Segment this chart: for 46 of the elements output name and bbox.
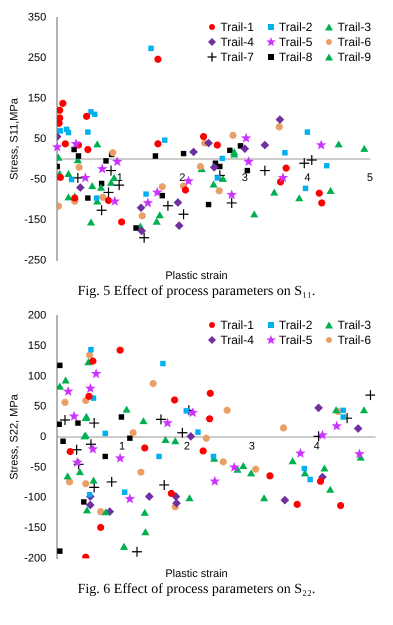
y-tick-label: -150 [24,214,46,226]
legend-label: Trail-5 [278,333,312,347]
legend-label: Trail-4 [220,333,254,347]
x-tick-label: 2 [184,440,190,453]
y-tick-label: -50 [30,174,46,186]
y-tick-label: -150 [24,522,46,534]
legend-label: Trail-2 [278,318,312,332]
x-axis-title: Plastic strain [164,270,229,282]
legend-label: Trail-3 [337,318,371,332]
legend-label: Trail-6 [337,35,371,49]
y-tick-label: 200 [28,310,46,322]
x-tick-label: 1 [119,440,126,453]
y-axis-title: Stress, S11,MPa [8,97,21,180]
legend-label: Trail-9 [337,50,371,64]
legend-label: Trail-4 [220,35,254,49]
x-tick-label: 2 [179,172,186,184]
legend-label: Trail-1 [220,20,254,34]
y-tick-label: 50 [34,400,46,413]
y-tick-label: 250 [28,52,46,64]
legend-label: Trail-8 [278,50,312,64]
y-tick-label: 100 [28,370,46,382]
y-tick-label: -100 [24,492,46,504]
x-tick-label: 4 [304,172,310,184]
x-tick-label: 5 [366,172,374,184]
y-tick-label: 350 [28,12,46,24]
x-tick-label: 4 [314,440,320,453]
y-tick-label: -250 [24,254,46,266]
y-tick-label: 150 [28,340,46,352]
y-tick-label: 50 [34,133,46,146]
legend-label: Trail-2 [278,20,312,34]
legend-label: Trail-5 [278,35,312,49]
caption: Fig. 5 Effect of process parameters on S₁₁. [76,284,316,300]
y-tick-label: -200 [24,552,46,564]
legend-label: Trail-3 [337,20,371,34]
legend-label: Trail-6 [337,333,371,347]
y-axis-title: Stress, S22, MPa [8,393,21,480]
y-tick-label: -50 [30,461,46,474]
legend-label: Trail-1 [220,318,254,332]
x-tick-label: 3 [242,172,248,184]
caption: Fig. 6 Effect of process parameters on S₂₂. [76,582,316,598]
x-tick-label: 1 [116,172,123,184]
x-tick-label: 3 [248,440,255,453]
legend-label: Trail-7 [220,50,254,64]
x-axis-title: Plastic strain [164,568,229,580]
y-tick-label: 150 [28,92,46,105]
y-tick-label: 0 [40,431,46,444]
